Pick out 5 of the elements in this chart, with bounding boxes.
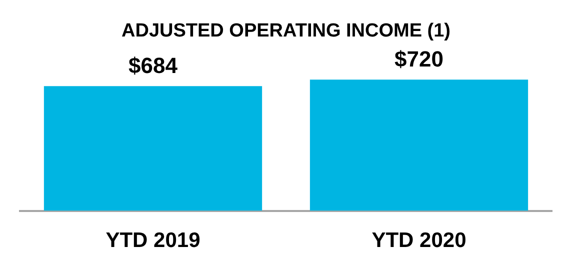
chart-title: ADJUSTED OPERATING INCOME (1): [121, 20, 451, 42]
x-tick-label: YTD 2020: [372, 229, 466, 252]
x-tick-label: YTD 2019: [106, 229, 200, 252]
data-label: $720: [394, 46, 444, 72]
data-label: $684: [128, 53, 178, 78]
